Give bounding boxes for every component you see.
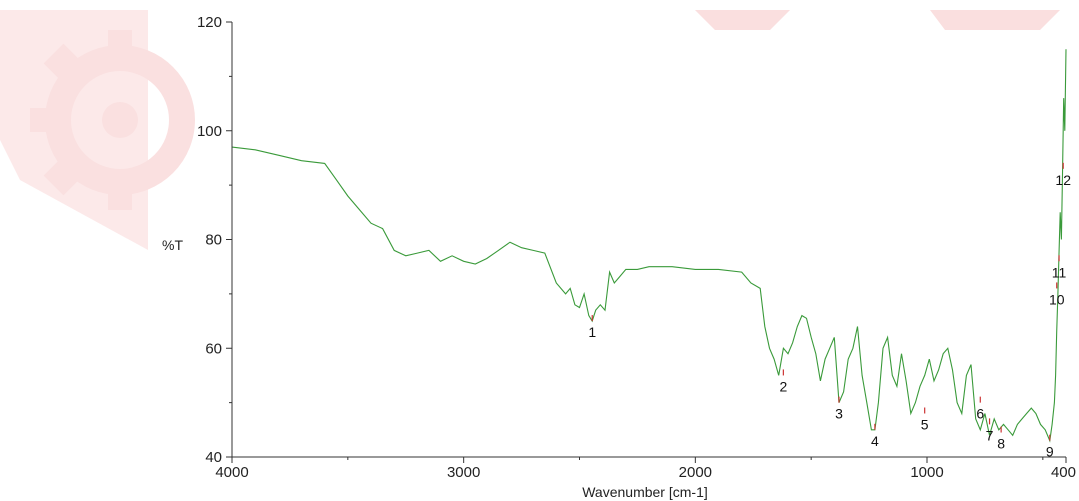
- y-tick-label: 120: [197, 14, 222, 31]
- x-tick-label: 3000: [447, 464, 480, 481]
- x-axis-title: Wavenumber [cm-1]: [582, 484, 708, 500]
- peak-label: 5: [921, 417, 929, 433]
- x-tick-label: 400: [1051, 464, 1076, 481]
- peak-label: 1: [588, 324, 596, 340]
- x-tick-label: 4000: [215, 464, 248, 481]
- x-tick-label: 2000: [679, 464, 712, 481]
- peak-label: 9: [1046, 444, 1054, 460]
- peak-label: 7: [986, 427, 994, 443]
- watermark-shape-top-middle: [695, 10, 790, 30]
- y-tick-label: 80: [205, 232, 222, 249]
- y-tick-label: 100: [197, 123, 222, 140]
- watermark-shape-top-right: [930, 10, 1060, 30]
- x-axis-ticks: 4000 3000 2000 1000 400: [215, 457, 1076, 481]
- y-tick-label: 60: [205, 340, 222, 357]
- y-tick-label: 40: [205, 449, 222, 466]
- peak-label: 12: [1055, 172, 1071, 188]
- peak-label: 4: [871, 433, 879, 449]
- peak-label: 8: [997, 436, 1005, 452]
- peak-label: 11: [1052, 264, 1067, 280]
- gear-watermark-icon: [0, 10, 195, 250]
- y-axis-title: %T: [162, 237, 183, 253]
- y-axis-ticks: 40 60 80 100 120: [197, 14, 232, 466]
- peak-label: 6: [976, 406, 984, 422]
- peak-label: 10: [1049, 291, 1065, 307]
- spectrum-line: [231, 49, 1067, 443]
- x-tick-label: 1000: [910, 464, 943, 481]
- peak-label: 2: [779, 378, 787, 394]
- peak-label: 3: [835, 406, 843, 422]
